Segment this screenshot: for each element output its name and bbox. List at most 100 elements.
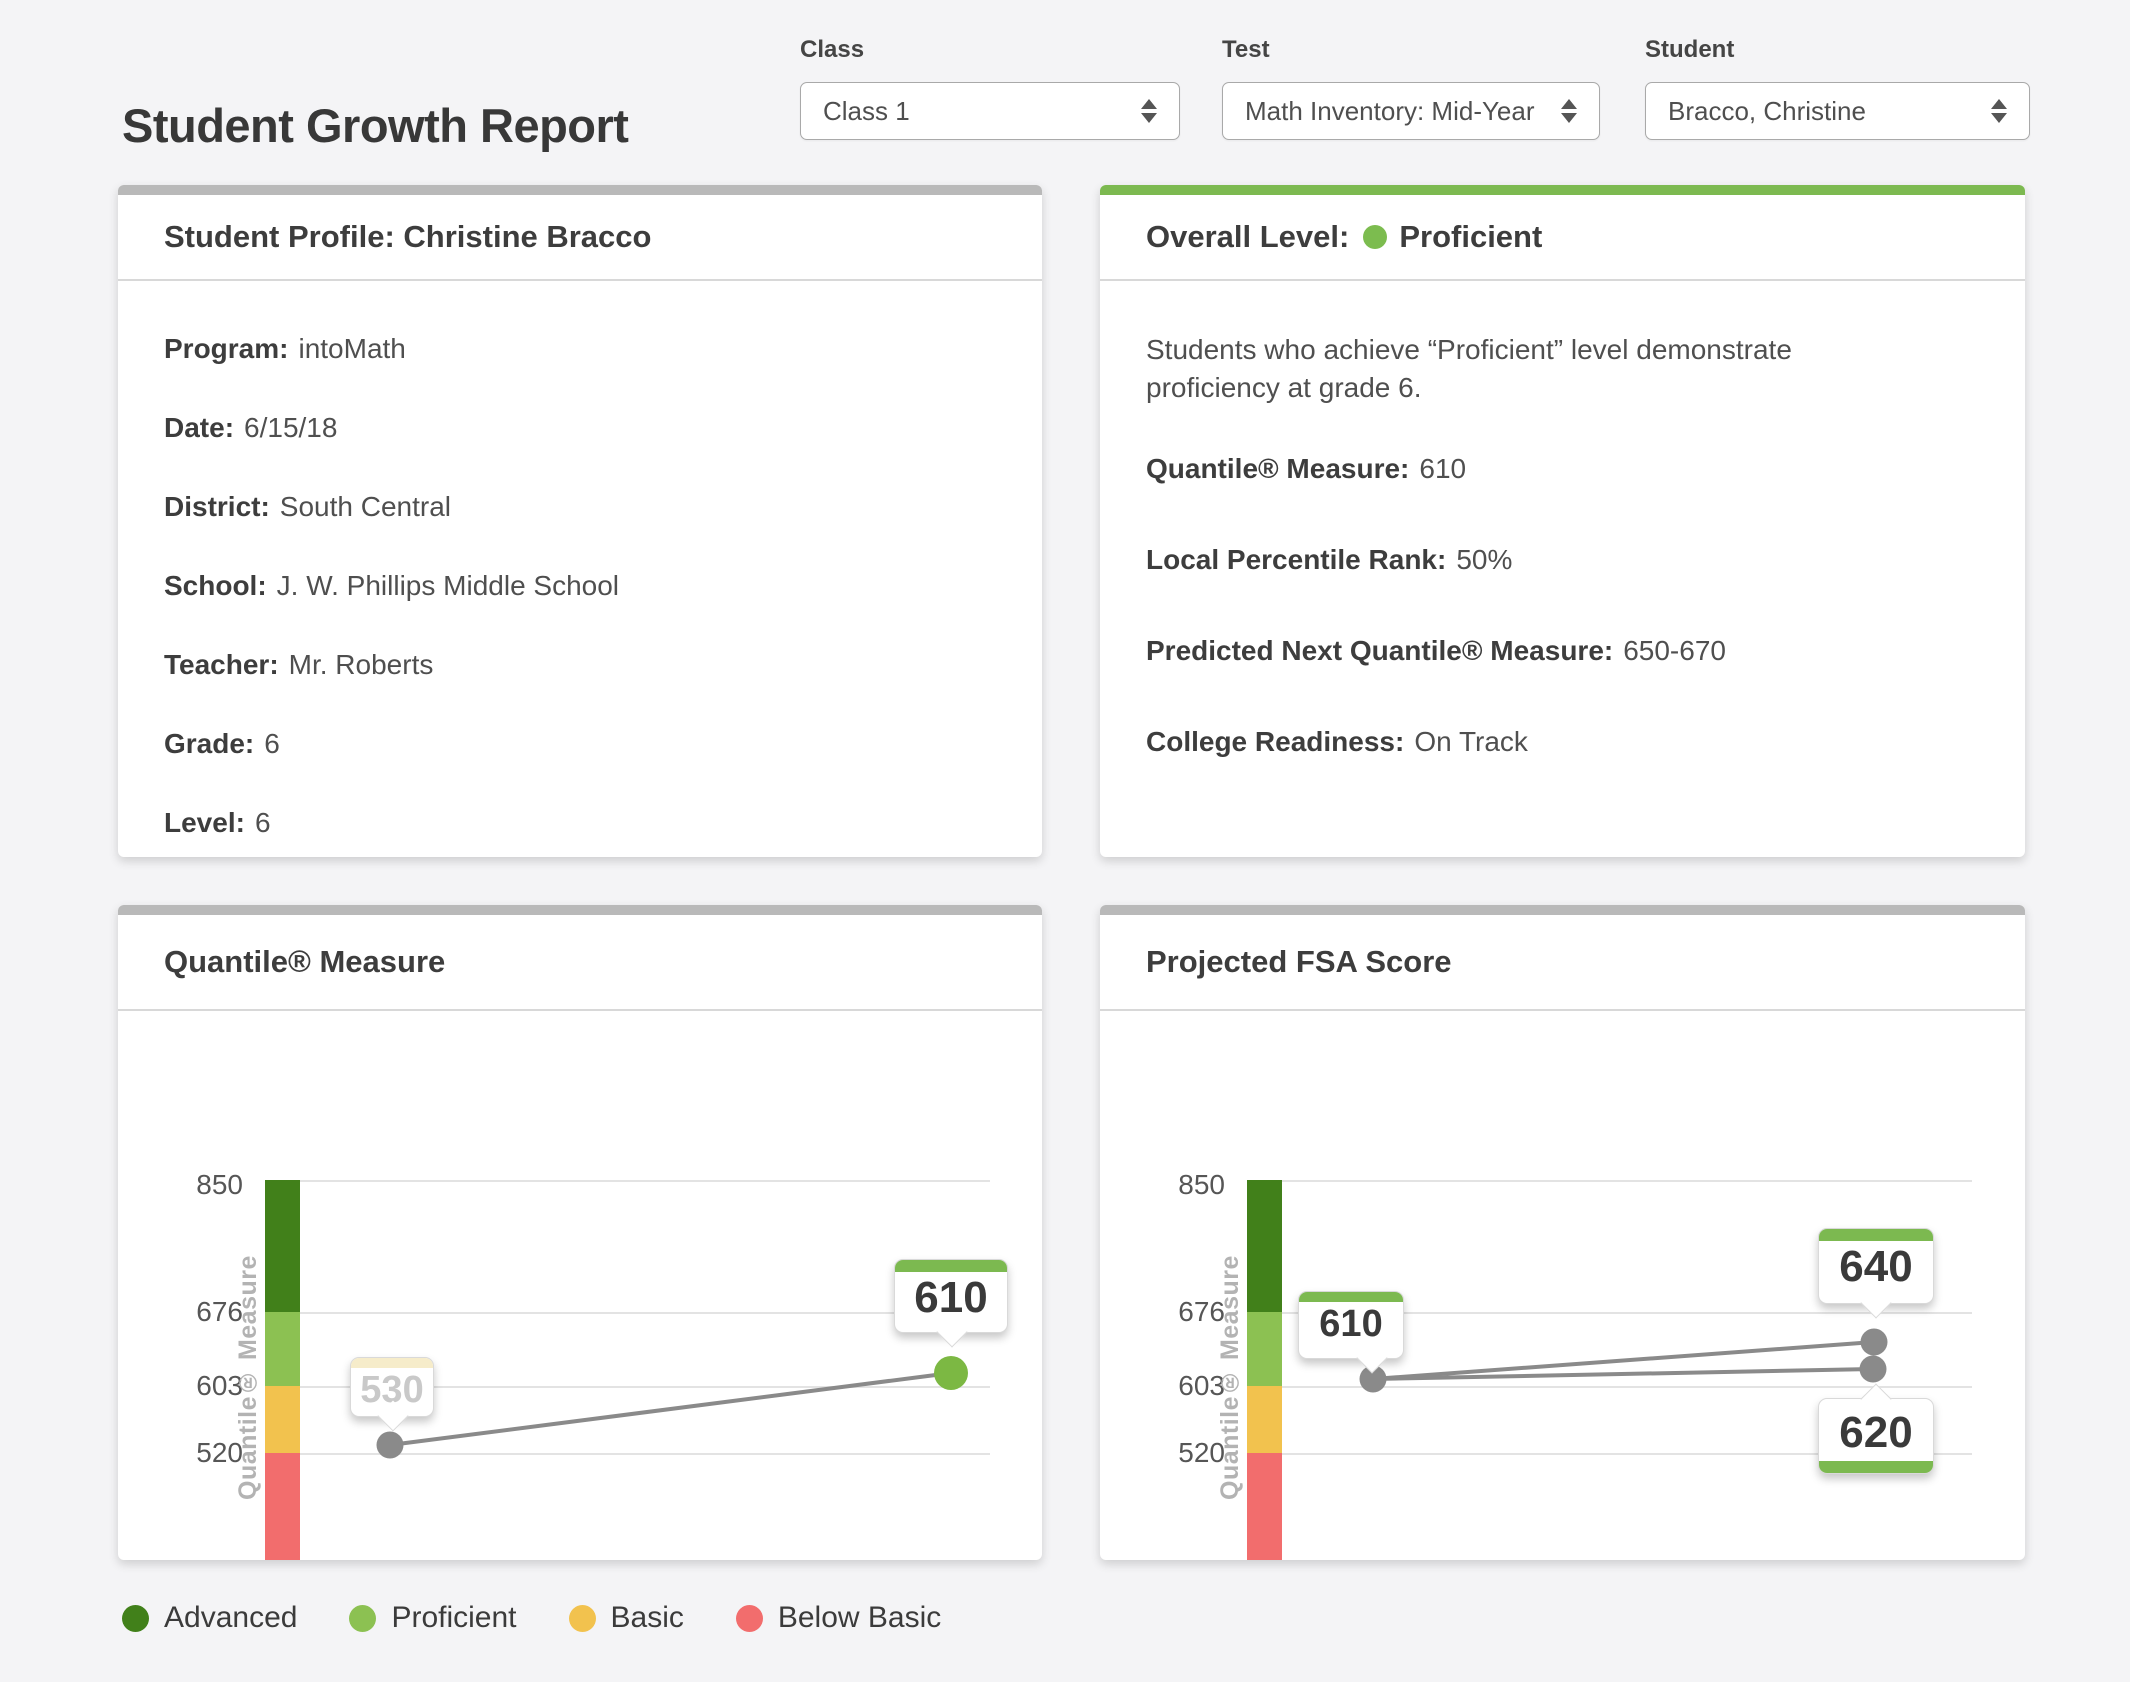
- quantile-chart-plot: 850 676 603 520 280 Quantile® Measure 53…: [118, 1013, 1042, 1560]
- college-readiness-value: On Track: [1414, 725, 1528, 757]
- band-basic: [265, 1386, 300, 1453]
- gridline-850: [1282, 1180, 1972, 1182]
- test-select-value: Math Inventory: Mid-Year: [1245, 95, 1535, 126]
- performance-legend: Advanced Proficient Basic Below Basic: [122, 1601, 941, 1635]
- grade-value: 6: [264, 728, 280, 759]
- data-point-boy-530[interactable]: [376, 1431, 404, 1459]
- gridline-676: [300, 1312, 990, 1314]
- district-label: District:: [164, 491, 270, 522]
- tooltip-640-value: 640: [1839, 1242, 1913, 1291]
- filter-class: Class Class 1: [800, 36, 1180, 140]
- teacher-row: Teacher: Mr. Roberts: [164, 649, 996, 681]
- band-proficient: [1247, 1312, 1282, 1386]
- ytick-603: 603: [196, 1370, 243, 1401]
- data-point-fsa-640[interactable]: [1860, 1328, 1888, 1356]
- gridline-603: [300, 1386, 990, 1388]
- data-point-fsa-620[interactable]: [1859, 1355, 1887, 1383]
- quantile-measure-label: Quantile® Measure:: [1146, 452, 1410, 484]
- advanced-dot-icon: [122, 1604, 149, 1632]
- proficient-dot-icon: [1363, 225, 1388, 249]
- percentile-rank-label: Local Percentile Rank:: [1146, 543, 1447, 575]
- overall-level-header: Overall Level: Proficient: [1100, 195, 2025, 281]
- basic-label: Basic: [610, 1601, 684, 1634]
- class-select[interactable]: Class 1: [800, 82, 1180, 140]
- level-row: Level: 6: [164, 807, 996, 839]
- grade-label: Grade:: [164, 728, 255, 759]
- quantile-measure-chart-card: Quantile® Measure 850 676 603 520 280 Qu…: [118, 905, 1042, 1560]
- filter-test: Test Math Inventory: Mid-Year: [1222, 36, 1600, 140]
- teacher-value: Mr. Roberts: [288, 649, 434, 680]
- card-accent-bar: [1100, 185, 2025, 195]
- performance-band: [1247, 1180, 1282, 1560]
- proficient-label: Proficient: [391, 1601, 517, 1634]
- band-proficient: [265, 1312, 300, 1386]
- stepper-icon: [1991, 99, 2007, 123]
- filter-student: Student Bracco, Christine: [1645, 36, 2030, 140]
- legend-item-proficient: Proficient: [349, 1601, 517, 1635]
- date-row: Date: 6/15/18: [164, 412, 996, 444]
- card-accent-bar: [118, 185, 1042, 195]
- fsa-chart-title: Projected FSA Score: [1146, 944, 1452, 979]
- predicted-quantile-value: 650-670: [1623, 634, 1726, 666]
- tooltip-640: 640: [1818, 1228, 1934, 1319]
- proficient-description: Students who achieve “Proficient” level …: [1146, 334, 1792, 403]
- tooltip-610: 610: [894, 1259, 1008, 1348]
- advanced-label: Advanced: [164, 1601, 298, 1634]
- quantile-measure-value: 610: [1419, 452, 1467, 484]
- tooltip-530: 530: [350, 1357, 434, 1432]
- tooltip-620: 620: [1818, 1383, 1934, 1474]
- tooltip-620-value: 620: [1839, 1408, 1913, 1457]
- class-filter-label: Class: [800, 36, 865, 63]
- percentile-rank-value: 50%: [1456, 543, 1513, 575]
- ytick-676: 676: [196, 1296, 243, 1327]
- level-value: 6: [254, 807, 271, 838]
- gridline-520: [300, 1453, 990, 1455]
- ytick-676: 676: [1178, 1296, 1225, 1327]
- gridline-676: [1282, 1312, 1972, 1314]
- student-profile-card: Student Profile: Christine Bracco Progra…: [118, 185, 1042, 857]
- program-label: Program:: [164, 333, 289, 364]
- legend-item-advanced: Advanced: [122, 1601, 297, 1635]
- fsa-chart-plot: 850 676 603 520 280 Quantile® Measure 61…: [1100, 1013, 2025, 1560]
- data-point-moy-610[interactable]: [934, 1356, 968, 1390]
- band-below-basic: [265, 1453, 300, 1560]
- ytick-280: 280: [148, 1555, 243, 1560]
- class-select-value: Class 1: [823, 95, 910, 126]
- ytick-850: 850: [196, 1169, 243, 1200]
- program-value: intoMath: [298, 333, 406, 364]
- test-select[interactable]: Math Inventory: Mid-Year: [1222, 82, 1600, 140]
- tooltip-610: 610: [1298, 1291, 1404, 1374]
- fsa-chart-header: Projected FSA Score: [1100, 915, 2025, 1011]
- card-accent-bar: [1100, 905, 2025, 915]
- performance-band: [265, 1180, 300, 1560]
- school-label: School:: [164, 570, 267, 601]
- student-profile-header: Student Profile: Christine Bracco: [118, 195, 1042, 281]
- tooltip-610-value: 610: [1319, 1303, 1383, 1345]
- percentile-rank-row: Local Percentile Rank: 50%: [1146, 544, 1979, 576]
- college-readiness-row: College Readiness: On Track: [1146, 726, 1979, 758]
- student-select-value: Bracco, Christine: [1668, 95, 1866, 126]
- ytick-280: 280: [1130, 1555, 1225, 1560]
- predicted-quantile-row: Predicted Next Quantile® Measure: 650-670: [1146, 635, 1979, 667]
- stepper-icon: [1561, 99, 1577, 123]
- page-title: Student Growth Report: [122, 99, 629, 152]
- teacher-label: Teacher:: [164, 649, 279, 680]
- overall-level-body: Students who achieve “Proficient” level …: [1100, 281, 2025, 758]
- ytick-603: 603: [1178, 1370, 1225, 1401]
- quantile-chart-title: Quantile® Measure: [164, 944, 446, 979]
- tooltip-610-value: 610: [914, 1273, 988, 1322]
- ytick-520: 520: [196, 1437, 243, 1468]
- below-basic-label: Below Basic: [777, 1601, 942, 1634]
- projection-lines: [1372, 1340, 1875, 1381]
- stepper-icon: [1141, 99, 1157, 123]
- school-row: School: J. W. Phillips Middle School: [164, 570, 996, 602]
- projected-fsa-chart-card: Projected FSA Score 850 676 603 520 280 …: [1100, 905, 2025, 1560]
- ytick-520: 520: [1178, 1437, 1225, 1468]
- district-value: South Central: [279, 491, 452, 522]
- basic-dot-icon: [568, 1604, 596, 1632]
- overall-level-title: Overall Level: Proficient: [1146, 219, 1543, 254]
- student-profile-title: Student Profile: Christine Bracco: [164, 219, 652, 254]
- student-select[interactable]: Bracco, Christine: [1645, 82, 2030, 140]
- band-below-basic: [1247, 1453, 1282, 1560]
